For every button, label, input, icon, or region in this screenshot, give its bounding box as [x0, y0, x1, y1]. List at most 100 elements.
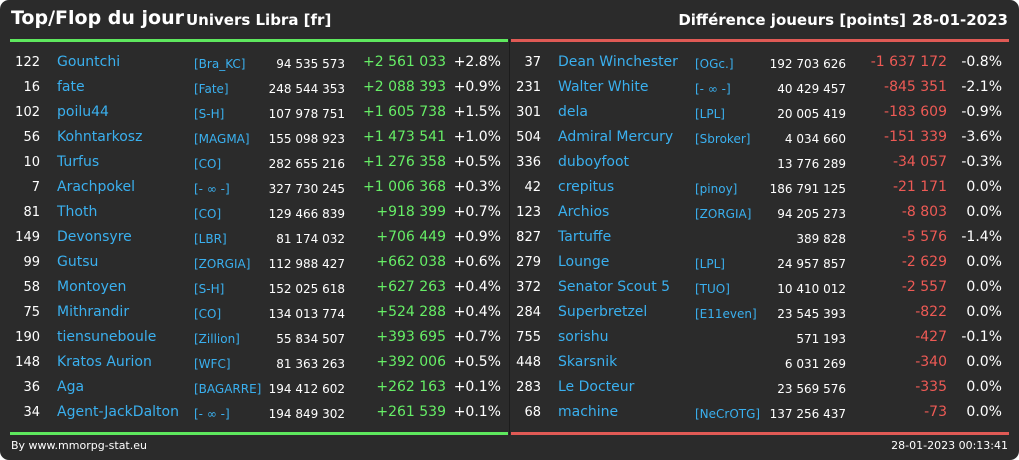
alliance-link[interactable]: [LPL] — [695, 257, 725, 271]
player-rank: 755 — [516, 330, 541, 345]
player-name-link[interactable]: Archios — [558, 204, 610, 220]
alliance-link[interactable]: [ZORGIA] — [695, 207, 752, 221]
alliance-link[interactable]: [CO] — [194, 307, 222, 321]
points-difference: +706 449 — [376, 229, 446, 245]
alliance-link[interactable]: [NeCrOTG] — [695, 407, 761, 421]
player-name-link[interactable]: Agent-JackDalton — [57, 404, 179, 420]
percent-change: +0.9% — [453, 79, 501, 95]
player-name-link[interactable]: Gutsu — [57, 254, 99, 270]
player-row: 279 Lounge [LPL] 24 957 857 -2 629 0.0% — [511, 250, 1009, 275]
alliance-link[interactable]: [OGc.] — [695, 57, 734, 71]
player-rank: 827 — [516, 230, 541, 245]
top-players-list: 122 Gountchi [Bra_KC] 94 535 573 +2 561 033 +… — [10, 50, 508, 425]
player-points: 55 834 507 — [276, 332, 345, 346]
player-name-link[interactable]: Tartuffe — [558, 229, 612, 245]
player-name-link[interactable]: machine — [558, 404, 619, 420]
alliance-link[interactable]: [WFC] — [194, 357, 231, 371]
percent-change: 0.0% — [966, 254, 1002, 270]
alliance-link[interactable]: [LBR] — [194, 232, 227, 246]
player-name-link[interactable]: Skarsnik — [558, 354, 618, 370]
percent-change: 0.0% — [966, 354, 1002, 370]
player-name-link[interactable]: poilu44 — [57, 104, 109, 120]
player-name-link[interactable]: Kratos Aurion — [57, 354, 152, 370]
alliance-link[interactable]: [BAGARRE] — [194, 382, 262, 396]
player-name-link[interactable]: fate — [57, 79, 85, 95]
player-rank: 56 — [23, 130, 40, 145]
player-points: 129 466 839 — [268, 207, 345, 221]
alliance-link[interactable]: [pinoy] — [695, 182, 738, 196]
alliance-link[interactable]: [LPL] — [695, 107, 725, 121]
player-name-link[interactable]: Thoth — [57, 204, 98, 220]
alliance-link[interactable]: [MAGMA] — [194, 132, 250, 146]
player-rank: 36 — [23, 380, 40, 395]
player-rank: 336 — [516, 155, 541, 170]
player-name-link[interactable]: Superbretzel — [558, 304, 648, 320]
player-row: 231 Walter White [- ∞ -] 40 429 457 -845 351… — [511, 75, 1009, 100]
points-difference: +1 605 738 — [363, 104, 446, 120]
percent-change: 0.0% — [966, 204, 1002, 220]
player-name-link[interactable]: Dean Winchester — [558, 54, 678, 70]
player-name-link[interactable]: Lounge — [558, 254, 610, 270]
player-name-link[interactable]: Kohntarkosz — [57, 129, 143, 145]
player-rank: 7 — [31, 180, 40, 195]
player-row: 336 duboyfoot 13 776 289 -34 057 -0.3% — [511, 150, 1009, 175]
player-points: 94 535 573 — [276, 57, 345, 71]
alliance-link[interactable]: [- ∞ -] — [194, 182, 230, 196]
percent-change: -0.8% — [961, 54, 1002, 70]
player-points: 571 193 — [796, 332, 846, 346]
player-row: 149 Devonsyre [LBR] 81 174 032 +706 449 +0.9% — [10, 225, 508, 250]
percent-change: +0.1% — [453, 404, 501, 420]
alliance-link[interactable]: [S-H] — [194, 282, 225, 296]
points-difference: +524 288 — [376, 304, 446, 320]
player-name-link[interactable]: duboyfoot — [558, 154, 630, 170]
player-name-link[interactable]: Devonsyre — [57, 229, 132, 245]
player-name-link[interactable]: Admiral Mercury — [558, 129, 674, 145]
player-name-link[interactable]: Montoyen — [57, 279, 127, 295]
player-name-link[interactable]: Mithrandir — [57, 304, 130, 320]
player-points: 24 957 857 — [777, 257, 846, 271]
player-points: 137 256 437 — [769, 407, 846, 421]
alliance-link[interactable]: [ZORGIA] — [194, 257, 251, 271]
player-points: 40 429 457 — [777, 82, 846, 96]
player-row: 81 Thoth [CO] 129 466 839 +918 399 +0.7% — [10, 200, 508, 225]
points-difference: +1 276 358 — [363, 154, 446, 170]
player-rank: 102 — [15, 105, 40, 120]
percent-change: +1.0% — [453, 129, 501, 145]
alliance-link[interactable]: [S-H] — [194, 107, 225, 121]
player-name-link[interactable]: Turfus — [57, 154, 100, 170]
alliance-link[interactable]: [Zillion] — [194, 332, 240, 346]
player-row: 36 Aga [BAGARRE] 194 412 602 +262 163 +0.1% — [10, 375, 508, 400]
alliance-link[interactable]: [- ∞ -] — [194, 407, 230, 421]
alliance-link[interactable]: [Fate] — [194, 82, 229, 96]
points-difference: -340 — [915, 354, 947, 370]
percent-change: -0.9% — [961, 104, 1002, 120]
player-name-link[interactable]: Le Docteur — [558, 379, 635, 395]
alliance-link[interactable]: [Sbroker] — [695, 132, 751, 146]
player-name-link[interactable]: Arachpokel — [57, 179, 136, 195]
player-name-link[interactable]: crepitus — [558, 179, 615, 195]
points-difference: +262 163 — [376, 379, 446, 395]
player-name-link[interactable]: Walter White — [558, 79, 649, 95]
player-row: 68 machine [NeCrOTG] 137 256 437 -73 0.0% — [511, 400, 1009, 425]
alliance-link[interactable]: [Bra_KC] — [194, 57, 246, 71]
points-difference: -335 — [915, 379, 947, 395]
player-row: 301 dela [LPL] 20 005 419 -183 609 -0.9% — [511, 100, 1009, 125]
alliance-link[interactable]: [E11even] — [695, 307, 757, 321]
alliance-link[interactable]: [TUO] — [695, 282, 730, 296]
percent-change: +0.9% — [453, 229, 501, 245]
points-difference: +918 399 — [376, 204, 446, 220]
player-name-link[interactable]: Aga — [57, 379, 85, 395]
player-rank: 231 — [516, 80, 541, 95]
player-name-link[interactable]: tiensuneboule — [57, 329, 157, 345]
alliance-link[interactable]: [CO] — [194, 157, 222, 171]
percent-change: +0.4% — [453, 279, 501, 295]
player-name-link[interactable]: sorishu — [558, 329, 609, 345]
player-name-link[interactable]: Gountchi — [57, 54, 121, 70]
alliance-link[interactable]: [- ∞ -] — [695, 82, 731, 96]
alliance-link[interactable]: [CO] — [194, 207, 222, 221]
player-name-link[interactable]: dela — [558, 104, 588, 120]
player-rank: 75 — [23, 305, 40, 320]
points-difference: -8 803 — [901, 204, 947, 220]
player-name-link[interactable]: Senator Scout 5 — [558, 279, 671, 295]
